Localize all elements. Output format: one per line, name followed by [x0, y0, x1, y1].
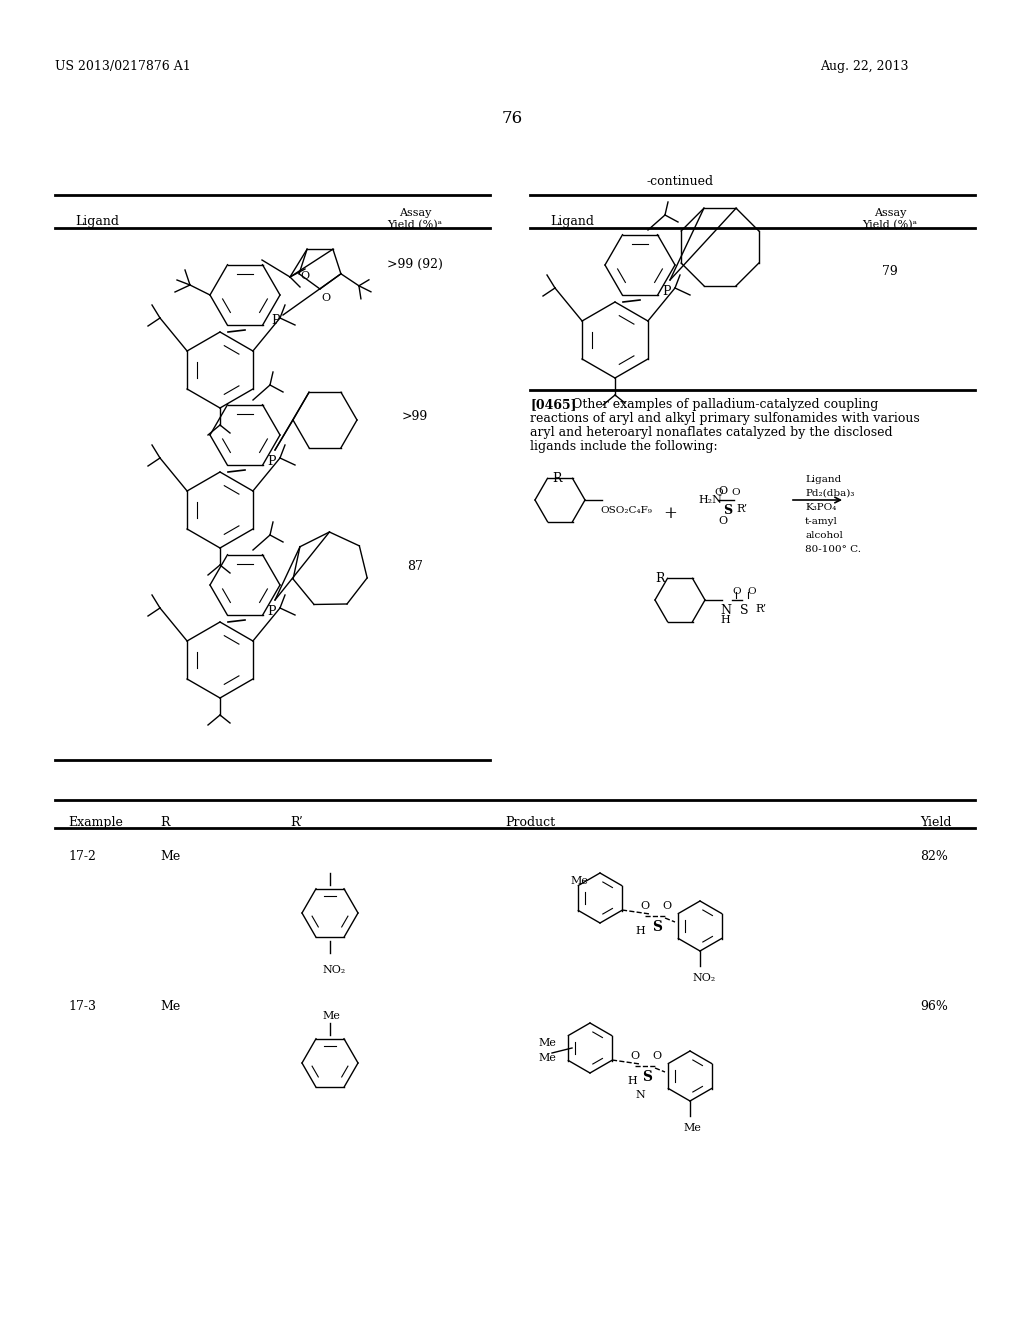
Text: t-amyl: t-amyl [805, 517, 838, 525]
Text: N: N [635, 1090, 645, 1100]
Text: NO₂: NO₂ [322, 965, 345, 975]
Text: Me: Me [160, 1001, 180, 1012]
Text: R: R [655, 572, 665, 585]
Text: >99: >99 [401, 411, 428, 422]
Text: H: H [627, 1076, 637, 1086]
Text: Me: Me [160, 850, 180, 863]
Text: -continued: -continued [646, 176, 714, 187]
Text: 79: 79 [882, 265, 898, 279]
Text: O: O [662, 902, 671, 911]
Text: OSO₂C₄F₉: OSO₂C₄F₉ [600, 506, 652, 515]
Text: N: N [720, 605, 731, 616]
Text: 96%: 96% [920, 1001, 948, 1012]
Text: Me: Me [538, 1053, 556, 1063]
Text: K₃PO₄: K₃PO₄ [805, 503, 837, 512]
Text: Product: Product [505, 816, 555, 829]
Text: alcohol: alcohol [805, 531, 843, 540]
Text: O: O [300, 271, 309, 281]
Text: NO₂: NO₂ [692, 973, 715, 983]
Text: O: O [719, 486, 728, 496]
Text: H: H [720, 615, 730, 624]
Text: Me: Me [538, 1038, 556, 1048]
Text: Assay: Assay [873, 209, 906, 218]
Text: 76: 76 [502, 110, 522, 127]
Text: O: O [630, 1051, 639, 1061]
Text: S: S [723, 504, 732, 517]
Text: P: P [271, 314, 280, 327]
Text: Yield (%)ᵃ: Yield (%)ᵃ [862, 220, 918, 230]
Text: R: R [552, 473, 561, 484]
Text: P: P [267, 455, 275, 469]
Text: Pd₂(dba)₃: Pd₂(dba)₃ [805, 488, 854, 498]
Text: [0465]: [0465] [530, 399, 577, 411]
Text: Ligand: Ligand [75, 215, 119, 228]
Text: ligands include the following:: ligands include the following: [530, 440, 718, 453]
Text: Me: Me [683, 1123, 700, 1133]
Text: P: P [267, 605, 275, 618]
Text: P: P [662, 285, 671, 298]
Text: R’: R’ [755, 605, 766, 614]
Text: S: S [740, 605, 749, 616]
Text: 17-2: 17-2 [68, 850, 96, 863]
Text: O: O [714, 488, 723, 498]
Text: aryl and heteroaryl nonaflates catalyzed by the disclosed: aryl and heteroaryl nonaflates catalyzed… [530, 426, 893, 440]
Text: 80-100° C.: 80-100° C. [805, 545, 861, 554]
Text: Yield (%)ᵃ: Yield (%)ᵃ [387, 220, 442, 230]
Text: O: O [719, 516, 728, 525]
Text: +: + [664, 506, 677, 521]
Text: S: S [642, 1071, 652, 1084]
Text: R’: R’ [736, 504, 748, 513]
Text: 17-3: 17-3 [68, 1001, 96, 1012]
Text: O: O [732, 587, 740, 597]
Text: H: H [635, 927, 645, 936]
Text: O: O [731, 488, 739, 498]
Text: O: O [640, 902, 649, 911]
Text: Ligand: Ligand [550, 215, 594, 228]
Text: S: S [652, 920, 662, 935]
Text: reactions of aryl and alkyl primary sulfonamides with various: reactions of aryl and alkyl primary sulf… [530, 412, 920, 425]
Text: Ligand: Ligand [805, 475, 842, 484]
Text: Aug. 22, 2013: Aug. 22, 2013 [820, 59, 908, 73]
Text: Me: Me [322, 1011, 340, 1020]
Text: 87: 87 [408, 560, 423, 573]
Text: Yield: Yield [920, 816, 951, 829]
Text: >99 (92): >99 (92) [387, 257, 443, 271]
Text: Example: Example [68, 816, 123, 829]
Text: R: R [160, 816, 170, 829]
Text: 82%: 82% [920, 850, 948, 863]
Text: R’: R’ [290, 816, 303, 829]
Text: Assay: Assay [398, 209, 431, 218]
Text: Other examples of palladium-catalyzed coupling: Other examples of palladium-catalyzed co… [568, 399, 879, 411]
Text: O: O [652, 1051, 662, 1061]
Text: Me: Me [570, 876, 588, 886]
Text: O: O [321, 293, 330, 304]
Text: H₂N: H₂N [698, 495, 722, 506]
Text: US 2013/0217876 A1: US 2013/0217876 A1 [55, 59, 190, 73]
Text: O: O [746, 587, 756, 597]
